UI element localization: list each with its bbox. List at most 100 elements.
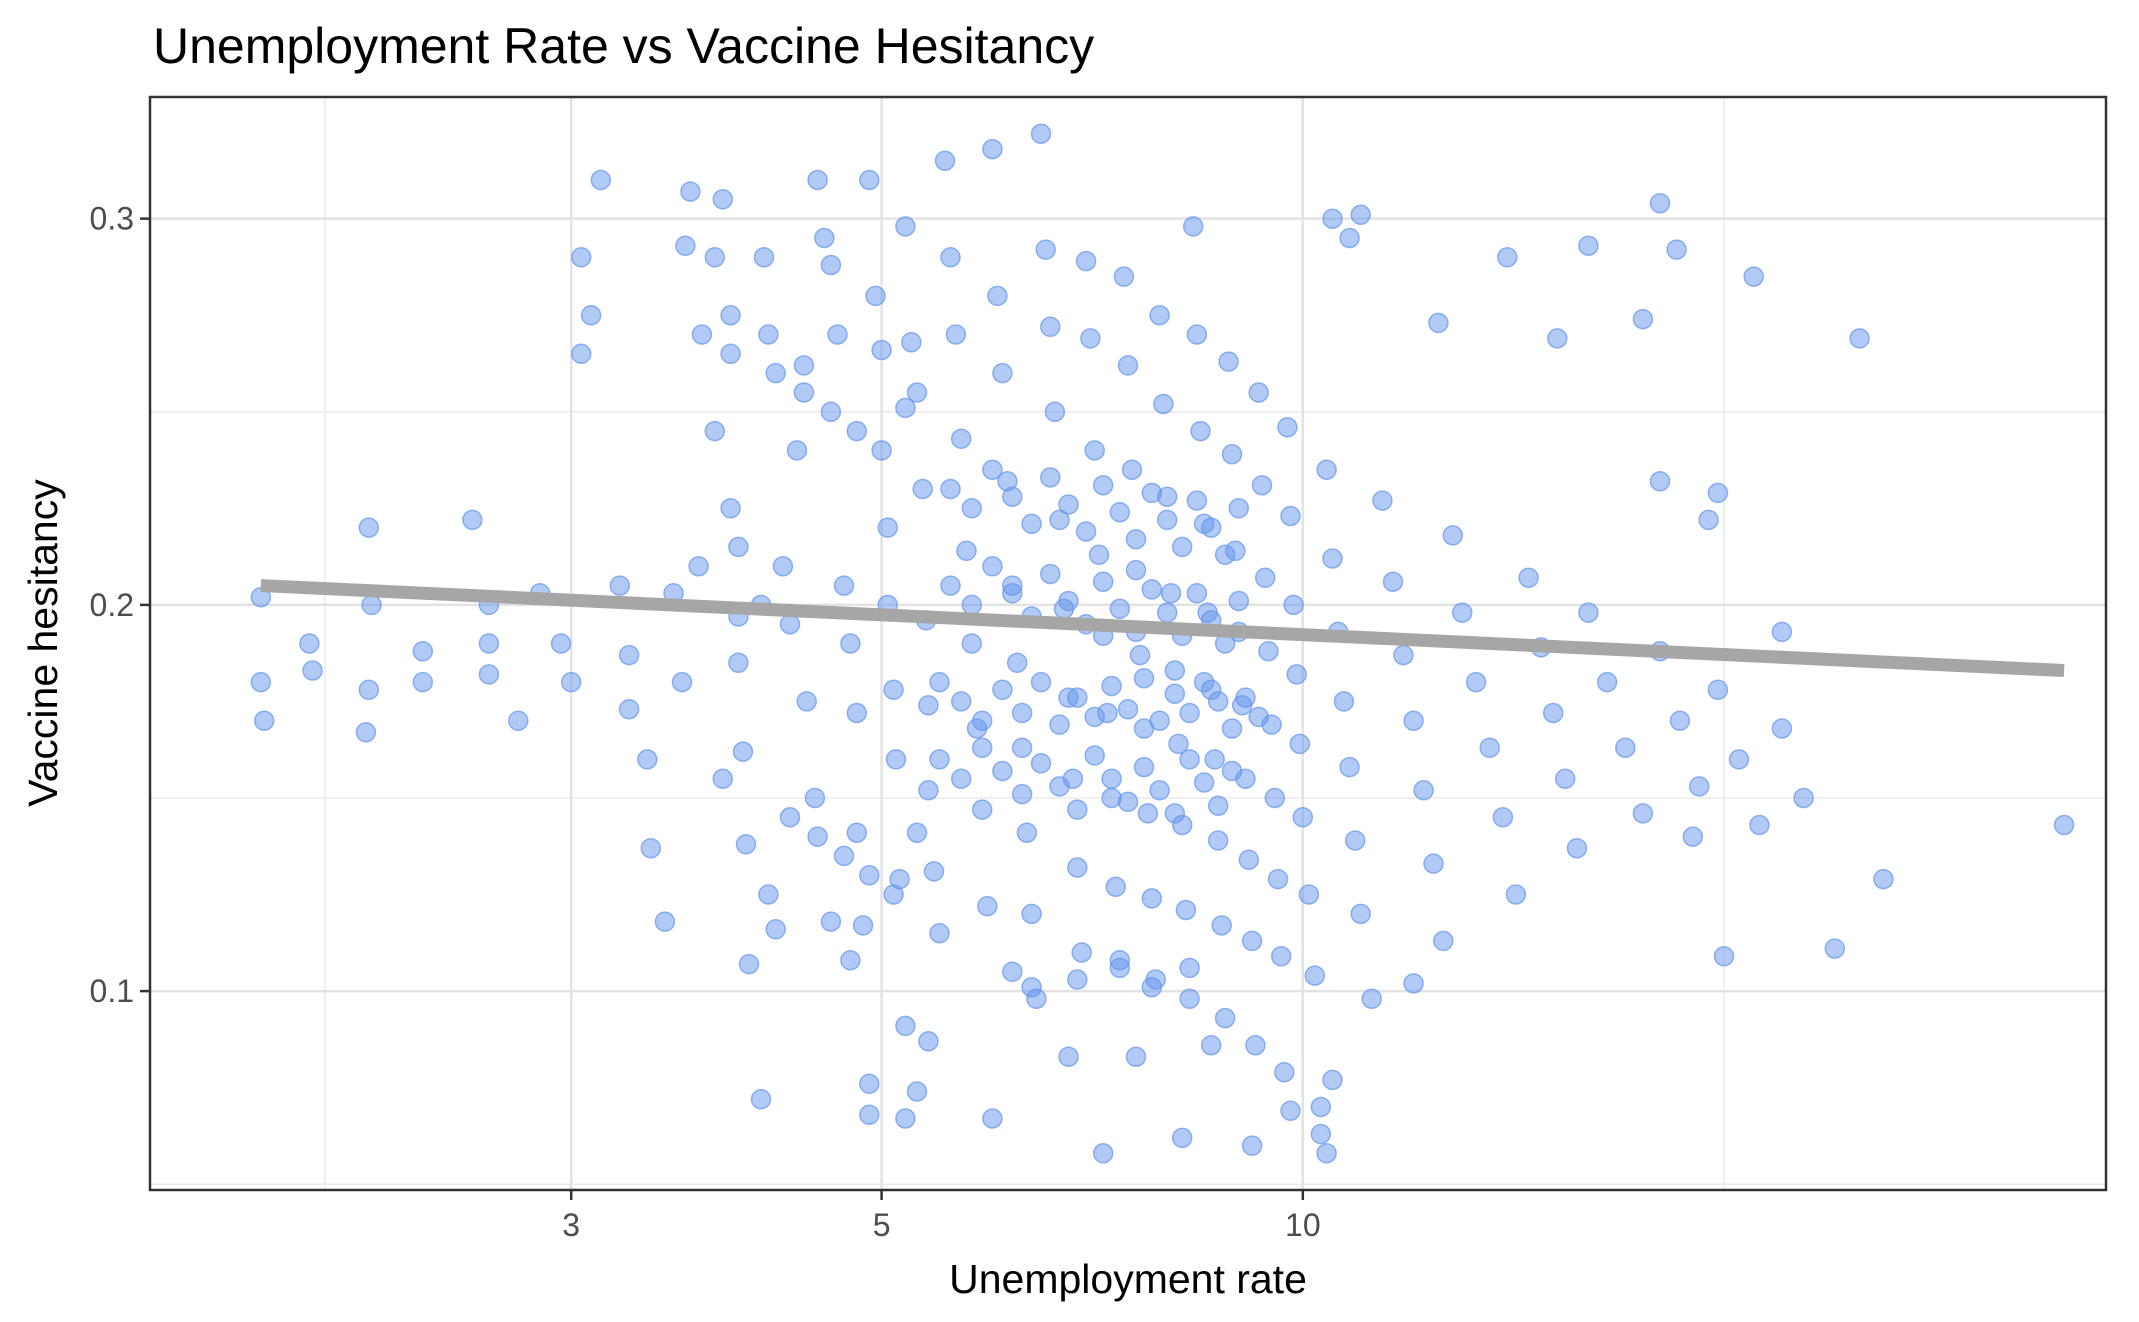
data-point xyxy=(859,1104,880,1125)
data-point xyxy=(1849,328,1870,349)
data-point xyxy=(1021,513,1042,535)
data-point xyxy=(1596,671,1618,693)
data-point xyxy=(929,671,950,693)
data-point xyxy=(637,749,658,770)
data-point xyxy=(358,517,380,538)
data-point xyxy=(1615,737,1636,759)
data-point xyxy=(1002,961,1023,983)
data-point xyxy=(871,339,892,361)
data-point xyxy=(609,575,631,596)
data-point xyxy=(412,640,434,662)
data-point xyxy=(2053,814,2075,836)
data-point xyxy=(1322,1069,1343,1091)
data-point xyxy=(793,355,815,376)
data-point xyxy=(1492,807,1514,828)
data-point xyxy=(1149,780,1170,801)
y-tick-label: 0.3 xyxy=(90,201,134,237)
data-point xyxy=(982,459,1003,480)
data-point xyxy=(1339,756,1360,778)
data-point xyxy=(1632,803,1654,824)
data-point xyxy=(1021,903,1042,925)
data-point xyxy=(1164,683,1186,704)
data-point xyxy=(1286,664,1307,685)
data-point xyxy=(355,722,377,743)
data-point xyxy=(1221,760,1243,782)
data-point xyxy=(807,826,828,847)
data-point xyxy=(675,235,696,256)
data-point xyxy=(840,633,861,654)
data-point xyxy=(704,420,726,442)
data-point xyxy=(1035,239,1056,260)
data-point xyxy=(1080,328,1101,349)
data-point xyxy=(1316,459,1337,480)
data-point xyxy=(1666,239,1687,260)
data-point xyxy=(950,691,972,712)
data-point xyxy=(1451,602,1473,623)
x-tick-label: 10 xyxy=(1285,1207,1321,1243)
data-point xyxy=(1433,930,1454,952)
data-point xyxy=(1350,204,1371,226)
data-point xyxy=(1153,393,1174,415)
data-point xyxy=(1141,482,1163,504)
data-point xyxy=(1214,544,1236,565)
data-point xyxy=(961,633,983,654)
data-point xyxy=(1200,1034,1222,1056)
data-point xyxy=(1207,830,1229,851)
data-point xyxy=(895,216,916,237)
data-point xyxy=(992,760,1013,782)
data-point xyxy=(859,864,880,886)
data-point xyxy=(1040,316,1061,338)
data-point xyxy=(1190,420,1211,442)
data-point xyxy=(786,440,808,461)
data-point xyxy=(1238,849,1260,871)
data-point xyxy=(1682,826,1704,847)
plot-area xyxy=(148,95,2108,1192)
data-point xyxy=(1049,776,1070,797)
data-point xyxy=(728,536,749,558)
data-point xyxy=(1428,312,1449,334)
data-point xyxy=(1274,1061,1295,1083)
data-point xyxy=(1030,752,1052,774)
data-point xyxy=(691,324,713,345)
data-point xyxy=(1542,702,1564,724)
data-point xyxy=(1171,1127,1193,1149)
data-point xyxy=(680,181,701,202)
data-point xyxy=(1228,498,1250,519)
data-point xyxy=(987,285,1008,307)
data-point xyxy=(945,324,967,345)
data-point xyxy=(590,169,612,191)
data-point xyxy=(846,420,868,442)
data-point xyxy=(895,1108,916,1129)
data-point xyxy=(1771,718,1793,739)
data-point xyxy=(1423,853,1444,874)
data-point xyxy=(961,498,983,519)
data-point xyxy=(732,741,754,762)
data-point xyxy=(358,679,380,701)
data-point xyxy=(462,509,483,531)
data-point xyxy=(1372,490,1393,511)
data-point xyxy=(814,227,835,249)
data-point xyxy=(1241,1135,1263,1156)
data-point xyxy=(1264,787,1286,809)
data-point xyxy=(712,189,734,210)
data-point xyxy=(1245,1034,1266,1056)
data-point xyxy=(1578,602,1599,623)
data-point xyxy=(1156,509,1178,531)
data-point xyxy=(1175,899,1197,921)
data-point xyxy=(1117,698,1139,720)
data-point xyxy=(1505,884,1527,905)
x-axis: 3 5 10 xyxy=(562,1190,1321,1243)
data-point xyxy=(852,915,874,936)
data-point xyxy=(906,382,928,403)
data-point xyxy=(1160,583,1182,604)
data-point xyxy=(570,343,592,365)
data-point xyxy=(765,919,786,940)
data-point xyxy=(1156,602,1178,623)
data-point xyxy=(1771,621,1793,643)
data-point xyxy=(1040,563,1061,585)
data-point xyxy=(1248,706,1269,728)
data-point xyxy=(1149,710,1170,731)
y-axis-title: Vaccine hesitancy xyxy=(20,479,66,807)
data-point xyxy=(753,247,775,268)
